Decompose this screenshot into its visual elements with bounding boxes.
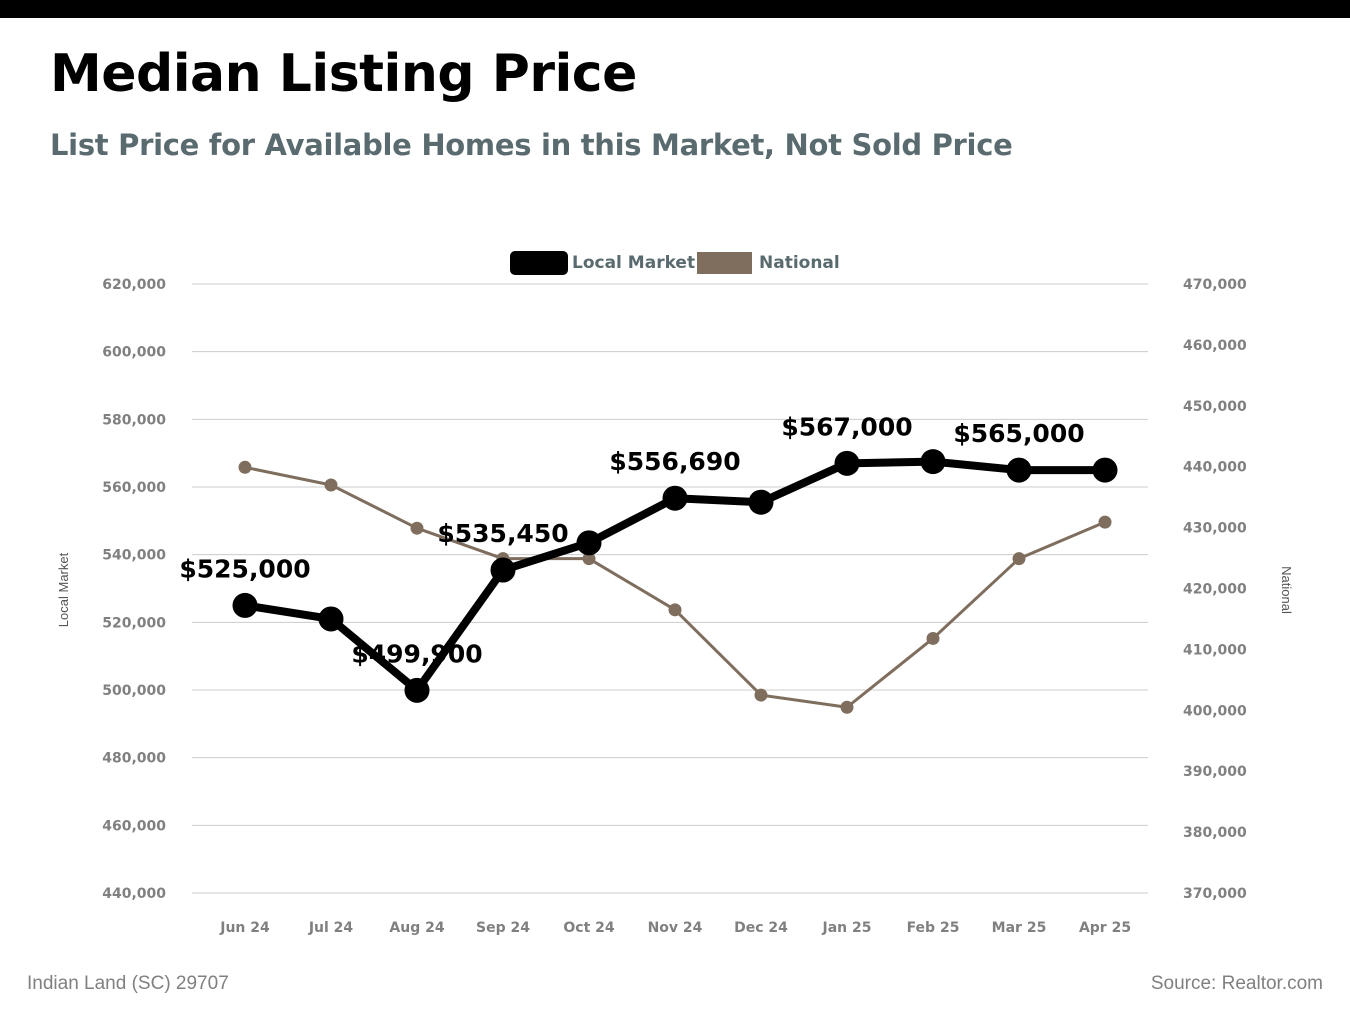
y-left-tick-label: 460,000	[102, 818, 166, 834]
y-right-tick-label: 450,000	[1183, 399, 1247, 415]
x-tick-label: Jun 24	[219, 920, 270, 936]
y-left-tick-label: 620,000	[102, 277, 166, 293]
y-right-tick-label: 430,000	[1183, 521, 1247, 537]
local-market-point	[748, 489, 774, 515]
y-right-tick-label: 390,000	[1183, 764, 1247, 780]
y-right-tick-label: 410,000	[1183, 642, 1247, 658]
national-point	[324, 478, 338, 492]
local-market-data-label: $499,900	[351, 639, 482, 668]
x-tick-label: Feb 25	[907, 920, 960, 936]
x-tick-label: Sep 24	[476, 920, 530, 936]
local-market-point	[318, 606, 344, 632]
y-right-tick-label: 470,000	[1183, 277, 1247, 293]
x-tick-label: Apr 25	[1079, 920, 1131, 936]
source-label: Source: Realtor.com	[1150, 973, 1323, 994]
y-right-tick-label: 370,000	[1183, 886, 1247, 902]
y-right-tick-label: 420,000	[1183, 582, 1247, 598]
y-left-tick-label: 500,000	[102, 683, 166, 699]
local-market-data-label: $535,450	[437, 519, 568, 548]
x-tick-label: Dec 24	[734, 920, 788, 936]
national-point	[1098, 515, 1112, 529]
local-market-point	[490, 557, 516, 583]
y-right-axis-title: National	[1279, 566, 1294, 614]
local-market-point	[404, 677, 430, 703]
y-right-tick-label: 460,000	[1183, 338, 1247, 354]
x-tick-label: Nov 24	[648, 920, 703, 936]
local-market-point	[576, 530, 602, 556]
x-tick-label: Jan 25	[822, 920, 872, 936]
x-tick-label: Aug 24	[389, 920, 444, 936]
national-point	[410, 521, 424, 535]
local-market-data-label: $567,000	[781, 412, 912, 441]
y-left-tick-label: 540,000	[102, 548, 166, 564]
local-market-point	[1092, 457, 1118, 483]
y-left-tick-label: 580,000	[102, 412, 166, 428]
national-point	[840, 700, 854, 714]
local-market-point	[920, 449, 946, 475]
location-label: Indian Land (SC) 29707	[27, 973, 229, 994]
top-bar	[0, 0, 1350, 18]
national-point	[926, 631, 940, 645]
national-point	[1012, 552, 1026, 566]
x-tick-label: Mar 25	[992, 920, 1047, 936]
y-left-tick-label: 520,000	[102, 615, 166, 631]
legend-swatch-national	[697, 252, 752, 274]
local-market-data-label: $556,690	[609, 447, 740, 476]
local-market-point	[662, 485, 688, 511]
y-left-tick-label: 560,000	[102, 480, 166, 496]
national-point	[238, 460, 252, 474]
page-subtitle: List Price for Available Homes in this M…	[50, 128, 1013, 162]
national-point	[754, 688, 768, 702]
y-right-tick-label: 380,000	[1183, 825, 1247, 841]
local-market-point	[232, 592, 258, 618]
national-point	[668, 603, 682, 617]
y-right-tick-label: 440,000	[1183, 460, 1247, 476]
y-left-tick-label: 480,000	[102, 751, 166, 767]
legend-swatch-local-market	[510, 251, 568, 275]
local-market-data-label: $525,000	[179, 554, 310, 583]
y-right-tick-label: 400,000	[1183, 703, 1247, 719]
local-market-point	[1006, 457, 1032, 483]
legend-label-national: National	[759, 253, 840, 273]
national-point	[582, 552, 596, 566]
y-left-tick-label: 440,000	[102, 886, 166, 902]
local-market-data-label: $565,000	[953, 419, 1084, 448]
legend-label-local-market: Local Market	[572, 253, 695, 273]
page-title: Median Listing Price	[50, 44, 637, 104]
x-tick-label: Jul 24	[308, 920, 354, 936]
y-left-axis-title: Local Market	[56, 552, 71, 627]
x-tick-label: Oct 24	[563, 920, 615, 936]
y-left-tick-label: 600,000	[102, 345, 166, 361]
local-market-point	[834, 450, 860, 476]
